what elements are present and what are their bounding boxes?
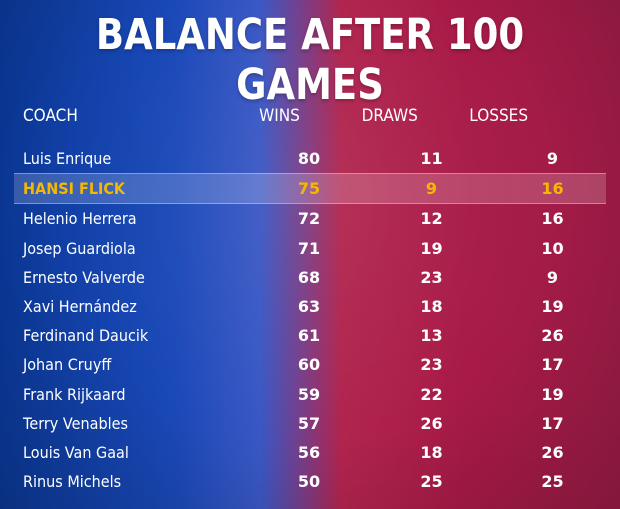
coach-name: Josep Guardiola (23, 238, 136, 258)
coach-name: HANSI FLICK (23, 179, 126, 199)
draws-value: 9 (425, 179, 438, 199)
losses-value: 17 (541, 355, 564, 375)
coach-name: Terry Venables (23, 413, 128, 433)
header-losses: LOSSES (469, 106, 529, 126)
table-row: Helenio Herrera 72 12 16 (14, 204, 606, 233)
header-wins: WINS (259, 106, 300, 126)
draws-value: 22 (420, 384, 443, 404)
draws-value: 18 (420, 442, 443, 462)
wins-value: 56 (297, 442, 321, 462)
coach-name: Louis Van Gaal (23, 442, 129, 462)
header-coach: COACH (23, 106, 78, 126)
wins-value: 60 (297, 355, 321, 375)
losses-value: 19 (541, 297, 564, 317)
coach-name: Frank Rijkaard (23, 384, 126, 404)
coach-table: COACH WINS DRAWS LOSSES Luis Enrique 80 … (14, 100, 606, 496)
draws-value: 13 (420, 326, 443, 346)
draws-value: 26 (420, 413, 443, 433)
losses-value: 25 (541, 472, 564, 492)
coach-name: Helenio Herrera (23, 209, 137, 229)
draws-value: 23 (420, 267, 443, 287)
losses-value: 16 (541, 179, 564, 199)
table-row-highlighted: HANSI FLICK 75 9 16 (14, 173, 606, 205)
table-row: Johan Cruyff 60 23 17 (14, 350, 606, 379)
coach-name: Ernesto Valverde (23, 267, 145, 287)
table-row: Josep Guardiola 71 19 10 (14, 234, 606, 263)
losses-value: 26 (541, 442, 564, 462)
table-row: Xavi Hernández 63 18 19 (14, 292, 606, 321)
coach-name: Xavi Hernández (23, 297, 137, 317)
wins-value: 59 (297, 384, 321, 404)
wins-value: 50 (297, 472, 321, 492)
draws-value: 18 (420, 297, 443, 317)
page-title: BALANCE AFTER 100 GAMES (95, 10, 525, 110)
losses-value: 26 (541, 326, 564, 346)
losses-value: 9 (546, 267, 559, 287)
draws-value: 25 (420, 472, 443, 492)
losses-value: 19 (541, 384, 564, 404)
table-row: Ferdinand Daucik 61 13 26 (14, 321, 606, 350)
header-spacer (14, 132, 606, 144)
table-header: COACH WINS DRAWS LOSSES (14, 100, 605, 132)
coach-name: Luis Enrique (23, 149, 112, 169)
coach-name: Rinus Michels (23, 472, 122, 492)
table-row: Ernesto Valverde 68 23 9 (14, 263, 606, 292)
wins-value: 75 (297, 179, 321, 199)
table-row: Louis Van Gaal 56 18 26 (14, 438, 606, 467)
wins-value: 72 (297, 209, 321, 229)
wins-value: 68 (297, 267, 321, 287)
header-draws: DRAWS (361, 106, 418, 126)
table-row: Frank Rijkaard 59 22 19 (14, 380, 606, 409)
coach-name: Ferdinand Daucik (23, 326, 149, 346)
wins-value: 80 (297, 149, 321, 169)
draws-value: 12 (420, 209, 443, 229)
draws-value: 11 (420, 149, 443, 169)
wins-value: 61 (297, 326, 321, 346)
losses-value: 9 (546, 149, 559, 169)
table-row: Terry Venables 57 26 17 (14, 409, 606, 438)
draws-value: 19 (420, 238, 443, 258)
coach-name: Johan Cruyff (23, 355, 112, 375)
losses-value: 17 (541, 413, 564, 433)
losses-value: 10 (541, 238, 564, 258)
wins-value: 57 (297, 413, 321, 433)
wins-value: 71 (297, 238, 321, 258)
table-row: Rinus Michels 50 25 25 (14, 467, 606, 496)
table-row: Luis Enrique 80 11 9 (14, 144, 606, 173)
losses-value: 16 (541, 209, 564, 229)
draws-value: 23 (420, 355, 443, 375)
wins-value: 63 (297, 297, 321, 317)
